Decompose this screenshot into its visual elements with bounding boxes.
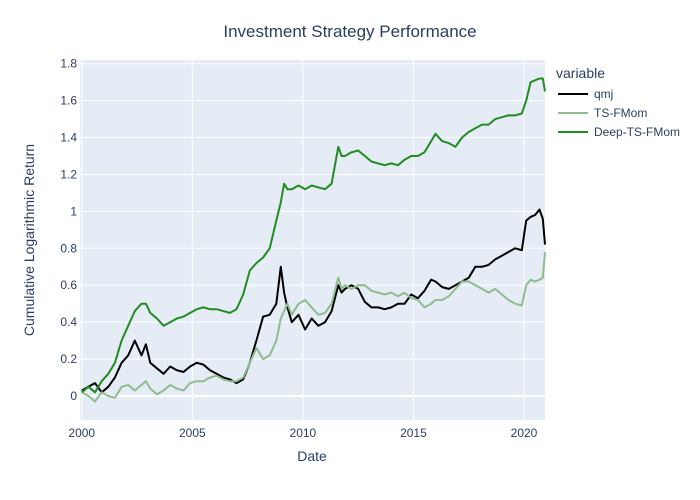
x-axis-title: Date: [297, 448, 327, 464]
chart-title: Investment Strategy Performance: [223, 22, 476, 41]
x-tick-label: 2005: [179, 426, 206, 440]
x-tick-label: 2015: [400, 426, 427, 440]
y-tick-label: 1.8: [60, 57, 77, 71]
y-tick-label: 1: [70, 204, 77, 218]
x-tick-label: 2020: [511, 426, 538, 440]
legend-title: variable: [556, 65, 605, 81]
y-tick-label: 0.2: [60, 352, 77, 366]
y-axis-title: Cumulative Logarithmic Return: [21, 144, 37, 336]
y-axis-ticks: 0 0.2 0.4 0.6 0.8 1 1.2 1.4 1.6 1.8: [60, 57, 77, 403]
y-tick-label: 0.6: [60, 278, 77, 292]
y-tick-label: 1.6: [60, 94, 77, 108]
y-tick-label: 1.4: [60, 131, 77, 145]
y-tick-label: 1.2: [60, 167, 77, 181]
legend-item-deep-ts-fmom[interactable]: Deep-TS-FMom: [558, 125, 680, 139]
legend-label: qmj: [594, 87, 613, 101]
plot-area: [80, 60, 545, 420]
y-tick-label: 0.4: [60, 315, 77, 329]
series-line-deep-ts-fmom: [81, 77, 546, 394]
x-axis-ticks: 2000 2005 2010 2015 2020: [68, 426, 537, 440]
x-tick-label: 2010: [290, 426, 317, 440]
x-tick-label: 2000: [68, 426, 95, 440]
legend-item-ts-fmom[interactable]: TS-FMom: [558, 106, 647, 120]
y-tick-label: 0: [70, 389, 77, 403]
y-tick-label: 0.8: [60, 241, 77, 255]
legend-item-qmj[interactable]: qmj: [558, 87, 613, 101]
legend-label: Deep-TS-FMom: [594, 125, 680, 139]
series-line-ts-fmom: [81, 251, 546, 403]
legend[interactable]: variable qmj TS-FMom Deep-TS-FMom: [556, 65, 680, 139]
gridlines: [80, 60, 545, 420]
series-line-qmj: [81, 208, 546, 394]
legend-label: TS-FMom: [594, 106, 647, 120]
series-lines: [81, 77, 546, 403]
